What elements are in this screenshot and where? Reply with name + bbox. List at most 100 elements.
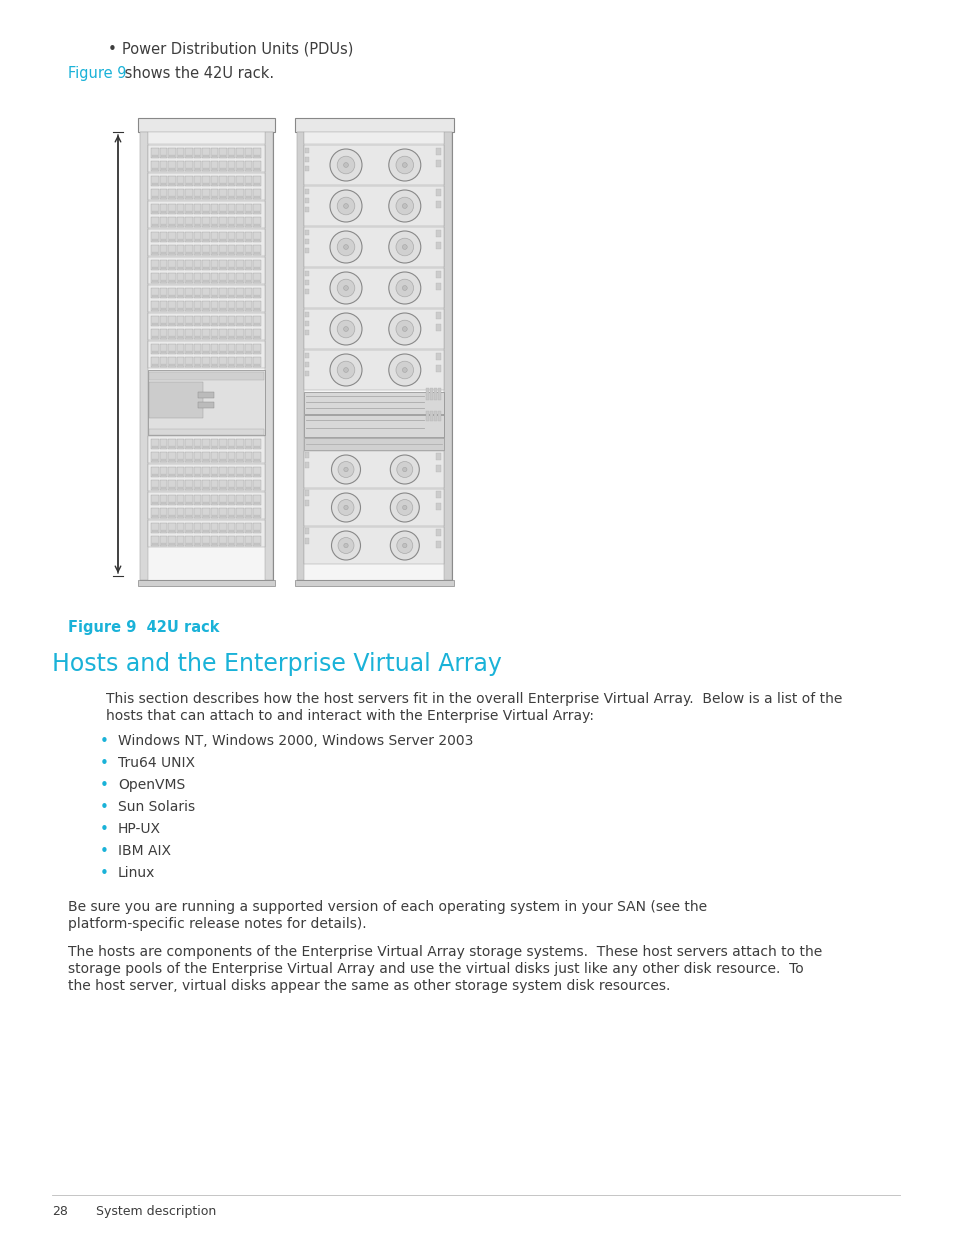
Bar	[219, 232, 227, 242]
Bar	[246, 252, 252, 254]
Bar	[193, 232, 201, 242]
Bar	[169, 196, 174, 198]
Text: Figure 9: Figure 9	[68, 65, 127, 82]
Bar	[203, 351, 209, 353]
Bar	[254, 168, 260, 170]
Bar	[193, 273, 201, 283]
Bar	[436, 353, 440, 359]
Bar	[160, 543, 166, 545]
Bar	[185, 273, 193, 283]
Bar	[194, 240, 200, 241]
Bar	[229, 267, 234, 269]
Circle shape	[395, 279, 414, 296]
Bar	[436, 529, 440, 536]
Bar	[212, 543, 217, 545]
Bar	[305, 189, 309, 194]
Bar	[229, 252, 234, 254]
Bar	[236, 189, 244, 199]
Bar	[151, 480, 158, 490]
Bar	[176, 189, 184, 199]
Bar	[160, 446, 166, 448]
Bar	[152, 196, 157, 198]
Circle shape	[389, 354, 420, 387]
Bar	[152, 336, 157, 338]
Bar	[254, 280, 260, 282]
Bar	[193, 217, 201, 227]
Bar	[228, 288, 235, 298]
Bar	[176, 217, 184, 227]
Bar	[176, 480, 184, 490]
Bar	[152, 308, 157, 310]
Bar	[176, 301, 184, 311]
Bar	[151, 301, 158, 311]
Bar	[304, 144, 443, 185]
Bar	[436, 189, 440, 196]
Bar	[229, 168, 234, 170]
Bar	[305, 270, 309, 275]
Bar	[168, 480, 175, 490]
Bar	[304, 132, 443, 144]
Bar	[253, 232, 261, 242]
Bar	[245, 467, 253, 477]
Bar	[212, 351, 217, 353]
Bar	[202, 177, 210, 186]
Bar	[185, 204, 193, 214]
Bar	[245, 508, 253, 517]
Bar	[236, 329, 244, 338]
Bar	[211, 480, 218, 490]
Bar	[176, 522, 184, 534]
Bar	[212, 501, 217, 504]
Bar	[437, 388, 440, 400]
Bar	[211, 273, 218, 283]
Bar	[436, 283, 440, 290]
Bar	[151, 316, 158, 326]
Bar	[148, 341, 265, 368]
Bar	[228, 217, 235, 227]
Circle shape	[336, 156, 355, 174]
Bar	[176, 177, 184, 186]
Bar	[236, 161, 244, 170]
Circle shape	[402, 543, 407, 547]
Bar	[237, 446, 243, 448]
Bar	[186, 308, 192, 310]
Bar	[245, 345, 253, 354]
Bar	[193, 288, 201, 298]
Bar	[212, 280, 217, 282]
Bar	[434, 388, 436, 400]
Bar	[169, 295, 174, 296]
Bar	[253, 316, 261, 326]
Bar	[185, 357, 193, 367]
Bar	[304, 186, 443, 226]
Bar	[228, 148, 235, 158]
Bar	[246, 168, 252, 170]
Bar	[245, 301, 253, 311]
Circle shape	[330, 272, 361, 304]
Bar	[236, 177, 244, 186]
Bar	[177, 364, 183, 366]
Bar	[212, 211, 217, 212]
Bar	[253, 452, 261, 462]
Bar	[203, 252, 209, 254]
Bar	[177, 280, 183, 282]
Bar	[236, 148, 244, 158]
Bar	[229, 446, 234, 448]
Bar	[194, 501, 200, 504]
Bar	[177, 324, 183, 325]
Bar	[236, 438, 244, 450]
Bar	[177, 543, 183, 545]
Bar	[160, 324, 166, 325]
Circle shape	[402, 505, 407, 510]
Bar	[177, 156, 183, 157]
Bar	[176, 357, 184, 367]
Bar	[202, 522, 210, 534]
Bar	[169, 446, 174, 448]
Bar	[185, 522, 193, 534]
Bar	[148, 132, 265, 144]
Bar	[211, 232, 218, 242]
Bar	[305, 370, 309, 375]
Text: •: •	[100, 756, 109, 771]
Circle shape	[402, 163, 407, 168]
Bar	[151, 288, 158, 298]
Bar	[169, 280, 174, 282]
Circle shape	[395, 156, 414, 174]
